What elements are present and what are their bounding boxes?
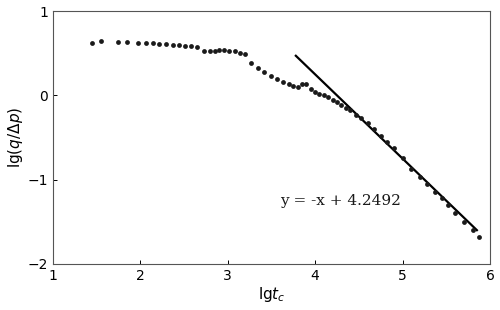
Point — [142, 41, 150, 46]
Point — [338, 102, 345, 107]
Point — [306, 87, 314, 92]
Point — [226, 48, 234, 53]
Point — [260, 69, 268, 74]
Point — [316, 91, 324, 96]
Point — [247, 61, 255, 66]
Point — [451, 211, 459, 216]
Point — [114, 40, 122, 45]
Point — [181, 43, 189, 48]
Point — [408, 167, 416, 172]
Point — [134, 41, 141, 46]
Point — [150, 41, 158, 46]
Point — [328, 97, 336, 102]
Y-axis label: lg($q/\Delta p$): lg($q/\Delta p$) — [6, 107, 25, 168]
Point — [364, 121, 372, 126]
Point — [342, 105, 349, 110]
Point — [156, 42, 164, 46]
Point — [123, 40, 131, 45]
Point — [187, 44, 195, 49]
Point — [431, 190, 439, 195]
Point — [333, 100, 341, 104]
X-axis label: lg$t_c$: lg$t_c$ — [258, 286, 285, 304]
Point — [278, 79, 286, 84]
Point — [212, 49, 220, 54]
Point — [274, 77, 281, 82]
Point — [230, 49, 238, 54]
Point — [298, 81, 306, 86]
Point — [324, 95, 332, 100]
Point — [390, 146, 398, 151]
Point — [474, 234, 482, 239]
Point — [236, 51, 244, 56]
Point — [398, 156, 406, 161]
Point — [302, 82, 310, 87]
Point — [220, 47, 228, 52]
Point — [254, 66, 262, 71]
Point — [423, 181, 431, 186]
Point — [358, 116, 366, 121]
Point — [200, 48, 208, 53]
Point — [346, 108, 354, 113]
Point — [376, 133, 384, 138]
Point — [383, 139, 391, 144]
Point — [97, 38, 105, 43]
Point — [215, 47, 223, 52]
Point — [468, 228, 476, 232]
Point — [320, 93, 328, 98]
Point — [241, 51, 249, 56]
Point — [444, 202, 452, 207]
Point — [168, 42, 176, 47]
Point — [174, 42, 182, 47]
Point — [438, 196, 446, 201]
Point — [193, 45, 201, 50]
Text: y = -x + 4.2492: y = -x + 4.2492 — [280, 194, 401, 208]
Point — [311, 90, 319, 95]
Point — [162, 42, 170, 46]
Point — [268, 73, 276, 78]
Point — [294, 84, 302, 89]
Point — [416, 175, 424, 179]
Point — [352, 112, 360, 117]
Point — [88, 41, 96, 46]
Point — [285, 81, 293, 86]
Point — [206, 49, 214, 54]
Point — [370, 126, 378, 131]
Point — [289, 84, 297, 89]
Point — [460, 219, 468, 224]
